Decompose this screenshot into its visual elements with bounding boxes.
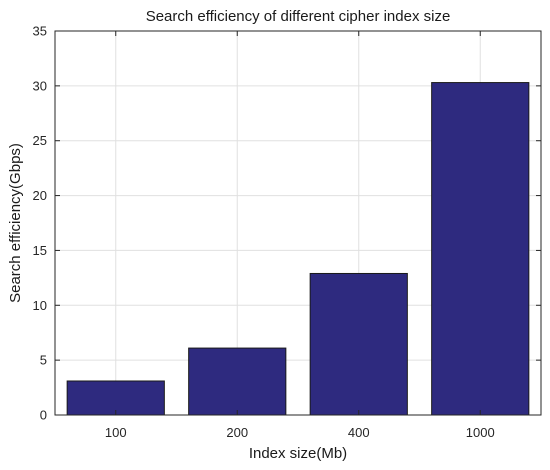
chart-title: Search efficiency of different cipher in… <box>146 8 451 25</box>
y-tick-label: 15 <box>33 243 47 258</box>
y-tick-label: 25 <box>33 133 47 148</box>
plot-frame <box>54 30 542 416</box>
y-tick-label: 30 <box>33 78 47 93</box>
y-tick-label: 0 <box>40 408 47 423</box>
bar-400 <box>309 272 408 416</box>
y-tick-label: 10 <box>33 298 47 313</box>
y-tick-label: 5 <box>40 353 47 368</box>
y-axis-ticks: 0 5 10 15 20 25 30 35 <box>33 24 541 423</box>
x-axis-ticks: 100 200 400 1000 <box>105 31 495 440</box>
x-axis-label: Index size(Mb) <box>249 445 347 462</box>
x-tick-label: 100 <box>105 425 127 440</box>
x-tick-label: 1000 <box>466 425 495 440</box>
bar-1000 <box>431 82 530 416</box>
x-tick-label: 200 <box>226 425 248 440</box>
y-axis-label: Search efficiency(Gbps) <box>7 143 24 303</box>
bar-200 <box>188 347 287 416</box>
bars <box>66 82 530 416</box>
bar-100 <box>66 380 165 416</box>
x-tick-label: 400 <box>348 425 370 440</box>
y-tick-label: 20 <box>33 188 47 203</box>
y-tick-label: 35 <box>33 24 47 39</box>
